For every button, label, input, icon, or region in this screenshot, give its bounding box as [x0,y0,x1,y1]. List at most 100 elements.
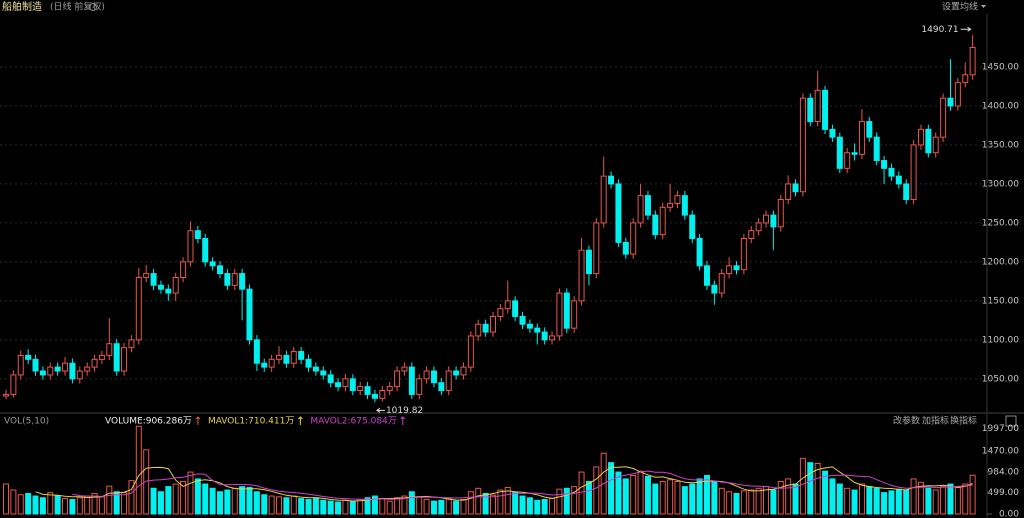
candle-body [32,358,39,372]
volume-bar [25,492,32,515]
volume-bar [39,497,46,515]
volume-bar [349,500,356,515]
dropdown-caret[interactable] [981,5,986,8]
candle-body [726,265,733,275]
toolbar-button[interactable]: 加指标 [922,415,949,427]
volume-bar [401,495,408,515]
candle-body [180,261,187,278]
volume-bar [231,487,238,515]
candle-body [364,386,371,395]
volume-bar [430,500,437,515]
candle-body [482,323,489,333]
volume-bar [172,483,179,515]
close-panel[interactable] [1005,415,1017,427]
candle-body [253,339,260,364]
volume-bar [858,483,865,515]
volume-bar [239,486,246,515]
candle-body [526,323,533,329]
candle-body [128,339,135,349]
candle-body [3,393,9,397]
candle-body [246,288,253,341]
volume-bar [881,492,888,515]
candle-body [748,230,755,240]
candle-body [814,89,821,123]
y-tick-label: 1100.00 [982,335,1019,345]
volume-bar [342,499,349,515]
volume-bar [445,498,452,515]
high-arrow [960,26,972,32]
volume-bar [770,489,777,515]
candle-body [608,175,615,185]
volume-bar [305,498,312,515]
y-tick-label: 984.00 [988,467,1020,477]
volume-bar [209,487,216,515]
candle-body [84,366,91,372]
candle-body [408,366,415,395]
volume-bar [799,457,806,515]
volume-bar [47,492,54,515]
candle-body [622,241,629,255]
low-label: 1019.82 [386,406,423,416]
candle-body [858,121,865,155]
volume-bar [733,492,740,515]
candle-body [644,195,651,216]
volume-bar [836,483,843,515]
toolbar-button[interactable]: 换指标 [950,415,977,427]
volume-bar [932,489,939,515]
volume-bar [866,486,873,515]
volume-bar [216,491,223,515]
legend-entry: VOLUME:906.286万 [105,417,192,427]
volume-bar [113,491,120,515]
candle-body [475,323,482,337]
volume-bar [593,466,600,515]
ma-line [35,466,973,502]
toolbar-button[interactable]: 改参数 [893,415,920,427]
volume-bar [519,495,526,515]
volume-bar [844,487,851,515]
volume-bar [585,480,592,515]
candle-body [62,362,69,372]
candle-body [143,273,150,278]
candle-body [910,144,917,201]
volume-bar [261,494,268,515]
candle-body [379,390,386,399]
volume-bar [327,500,334,515]
legend-entry: MAVOL2:675.084万 [310,417,396,427]
settings-icon[interactable] [89,3,97,11]
candle-body [121,347,128,372]
candle-body [703,265,710,286]
candle-body [386,386,393,392]
volume-bar [556,488,563,515]
candle-body [652,214,659,236]
ma-settings[interactable]: 设置均线 [942,1,978,13]
volume-bar [822,470,829,515]
candle-body [165,288,172,294]
volume-bar [91,492,98,515]
candle-body [357,386,364,392]
y-tick-label: 1400.00 [982,101,1019,111]
volume-bar [475,487,482,515]
volume-bar [888,490,895,515]
volume-bar [165,486,172,515]
candle-body [394,370,401,388]
candle-body [17,354,24,376]
candle-body [534,327,541,333]
volume-bar [3,483,9,515]
volume-bar [644,475,651,515]
volume-bar [504,486,511,515]
candle-body [888,167,895,177]
candle-body [497,308,504,317]
candle-body [194,230,201,240]
candle-body [290,351,297,364]
candle-body [298,351,305,360]
y-tick-label: 1997.00 [982,424,1019,434]
candle-body [268,358,275,368]
candle-body [98,354,105,360]
volume-bar [563,487,570,515]
volume-bar [851,489,858,515]
candle-body [873,136,880,162]
candle-body [305,358,312,368]
candle-body [563,292,570,329]
candle-body [202,238,209,263]
volume-bar [121,492,128,515]
